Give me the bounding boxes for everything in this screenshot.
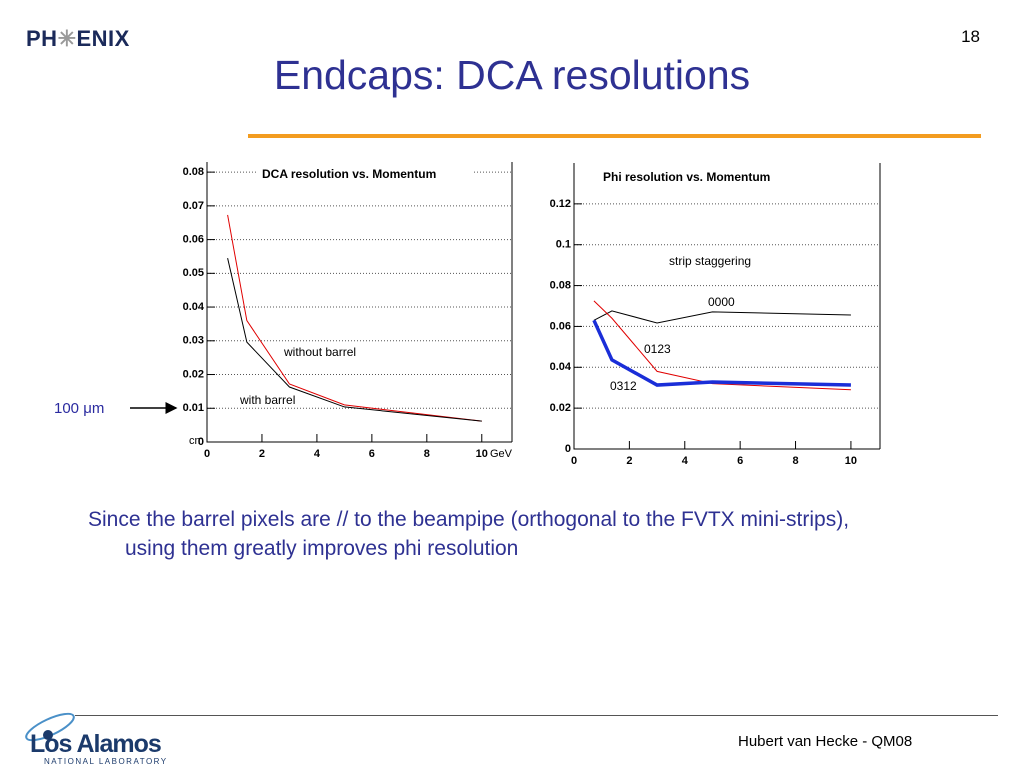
page-number: 18 bbox=[961, 27, 980, 46]
title-box bbox=[258, 166, 472, 184]
logo: PH✳ENIX bbox=[26, 26, 130, 52]
lab-logo-graphic bbox=[25, 712, 75, 742]
y-tick-label: 0.07 bbox=[183, 200, 204, 212]
y-tick-label: 0.06 bbox=[550, 320, 571, 332]
logo-text: PH bbox=[26, 26, 58, 51]
y-tick-label: 0.08 bbox=[183, 166, 204, 178]
x-tick-label: 0 bbox=[204, 448, 210, 460]
lab-logo-mark bbox=[18, 705, 78, 745]
logo-text: ENIX bbox=[76, 26, 130, 51]
x-tick-label: 10 bbox=[845, 455, 857, 467]
x-tick-label: 2 bbox=[626, 455, 632, 467]
annotation: strip staggering bbox=[669, 254, 751, 268]
pointer-label: 100 μm bbox=[54, 400, 105, 417]
x-tick-label: 8 bbox=[424, 448, 430, 460]
series-line bbox=[592, 319, 851, 387]
y-tick-label: 0.03 bbox=[183, 335, 204, 347]
y-tick-label: 0.02 bbox=[183, 368, 204, 380]
body-text: Since the barrel pixels are // to the be… bbox=[88, 508, 850, 560]
y-tick-label: 0.04 bbox=[183, 301, 205, 313]
axis-frame bbox=[573, 163, 881, 450]
title-rule bbox=[248, 134, 981, 138]
chart-title: DCA resolution vs. Momentum bbox=[262, 167, 436, 181]
x-tick-label: 4 bbox=[682, 455, 689, 467]
y-tick-label: 0.1 bbox=[556, 239, 571, 251]
y-tick-label: 0.05 bbox=[183, 267, 204, 279]
footer-rule bbox=[75, 715, 998, 716]
series-label: 0000 bbox=[708, 295, 735, 309]
y-tick-label: 0.06 bbox=[183, 233, 204, 245]
series-line bbox=[593, 300, 851, 391]
y-tick-label: 0.01 bbox=[183, 402, 204, 414]
y-tick-label: 0.08 bbox=[550, 279, 571, 291]
chart-title: Phi resolution vs. Momentum bbox=[603, 170, 770, 184]
y-tick-label: 0.04 bbox=[550, 361, 572, 373]
y-axis-label: cm bbox=[189, 435, 204, 447]
series-label: 0312 bbox=[610, 379, 637, 393]
series-label: 0123 bbox=[644, 342, 671, 356]
x-tick-label: 0 bbox=[571, 455, 577, 467]
footer: Hubert van Hecke - QM08 bbox=[738, 733, 913, 750]
series-line bbox=[227, 258, 482, 422]
y-tick-label: 0.02 bbox=[550, 402, 571, 414]
x-axis-label: GeV bbox=[490, 448, 513, 460]
y-tick-label: 0 bbox=[198, 436, 204, 448]
series-line bbox=[227, 214, 482, 422]
x-tick-label: 4 bbox=[314, 448, 321, 460]
x-tick-label: 8 bbox=[792, 455, 798, 467]
title-box bbox=[599, 169, 813, 187]
series-label: with barrel bbox=[239, 393, 295, 407]
series-label: without barrel bbox=[283, 345, 356, 359]
logo-star: ✳ bbox=[57, 26, 77, 51]
x-tick-label: 10 bbox=[476, 448, 488, 460]
lab-sub: NATIONAL LABORATORY bbox=[44, 757, 168, 766]
lab-name: Los Alamos bbox=[30, 730, 162, 758]
axis-frame bbox=[206, 162, 513, 443]
series-line bbox=[593, 310, 851, 324]
y-tick-label: 0 bbox=[565, 443, 571, 455]
x-tick-label: 2 bbox=[259, 448, 265, 460]
x-tick-label: 6 bbox=[737, 455, 743, 467]
x-tick-label: 6 bbox=[369, 448, 375, 460]
y-tick-label: 0.12 bbox=[550, 198, 571, 210]
slide-title: Endcaps: DCA resolutions bbox=[273, 52, 751, 98]
